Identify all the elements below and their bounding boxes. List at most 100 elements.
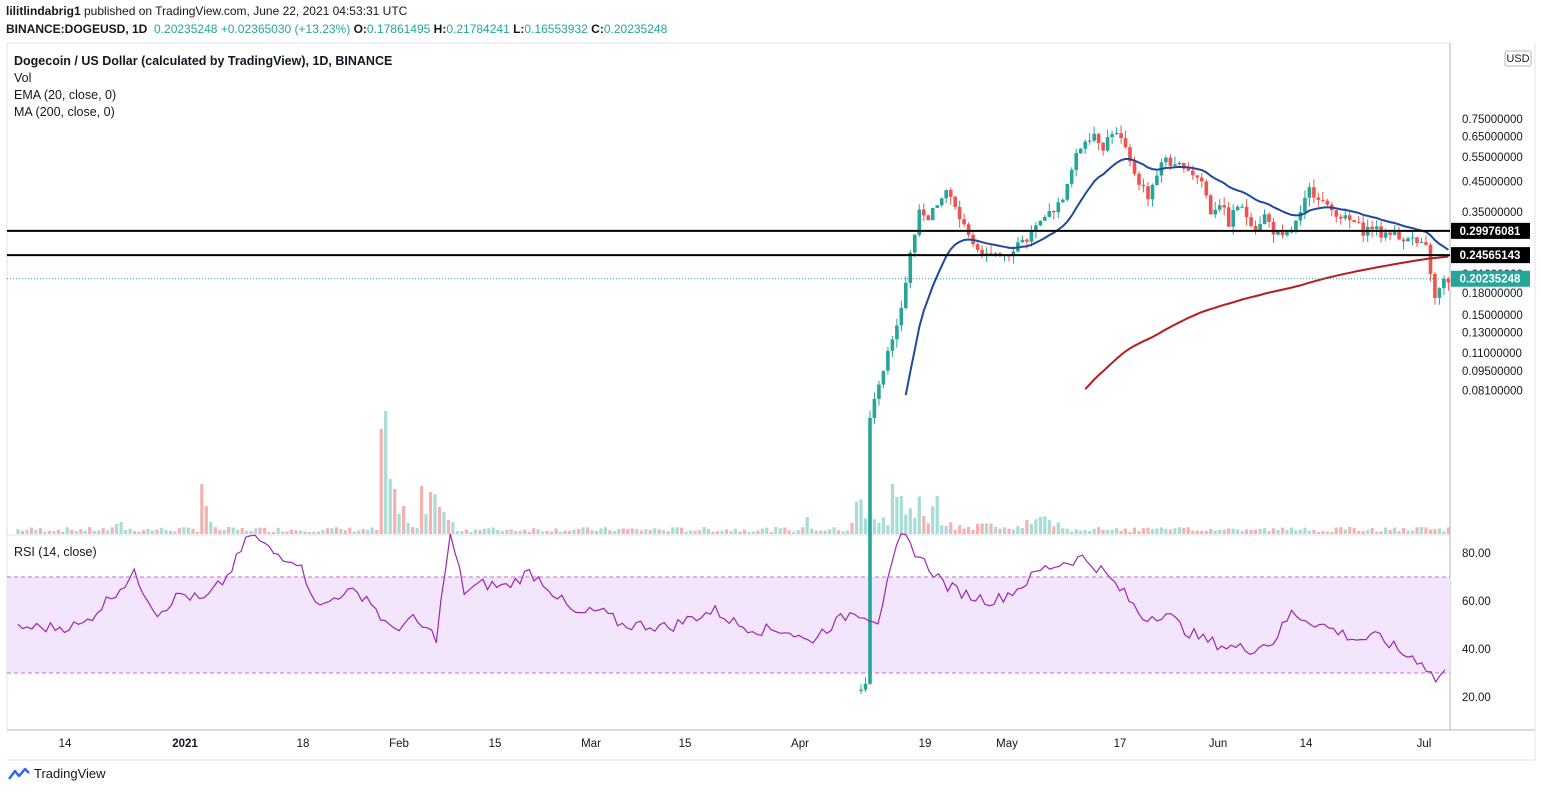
volume-bar — [518, 530, 522, 534]
low-value: 0.16553932 — [524, 22, 588, 36]
volume-bar — [1419, 527, 1424, 534]
volume-bar — [1271, 528, 1276, 534]
volume-bar — [630, 528, 634, 534]
volume-bar — [227, 527, 231, 534]
candle-body — [1155, 175, 1159, 185]
volume-bar — [222, 529, 226, 534]
volume-bar — [1289, 527, 1294, 534]
volume-bar — [1083, 530, 1087, 534]
candle-body — [1213, 209, 1217, 215]
volume-bar — [1267, 531, 1271, 534]
volume-bar — [1415, 527, 1419, 534]
volume-bar — [621, 528, 625, 534]
last-value: 0.20235248 — [154, 22, 218, 36]
volume-bar — [962, 528, 966, 534]
volume-bar — [464, 529, 468, 534]
volume-bar — [1442, 531, 1446, 534]
volume-bar — [473, 529, 477, 534]
candle-body — [1271, 221, 1276, 235]
volume-bar — [16, 529, 20, 534]
volume-bar — [209, 522, 213, 534]
volume-bar — [1110, 529, 1114, 534]
volume-bar — [576, 528, 581, 534]
volume-bar — [352, 531, 356, 534]
volume-bar — [420, 486, 424, 534]
volume-bar — [424, 514, 428, 534]
legend-ema[interactable]: EMA (20, close, 0) — [14, 88, 116, 102]
volume-bar — [366, 530, 370, 534]
volume-bar — [142, 529, 146, 534]
high-value: 0.21784241 — [446, 22, 510, 36]
time-tick-label: 17 — [1114, 738, 1127, 750]
volume-bar — [877, 522, 881, 534]
volume-bar — [1088, 530, 1092, 534]
candle-body — [1128, 147, 1132, 162]
volume-bar — [550, 531, 554, 534]
volume-bar — [949, 522, 953, 534]
volume-bar — [671, 527, 675, 534]
candle-body — [1312, 187, 1316, 198]
volume-bar — [74, 531, 78, 534]
volume-bar — [532, 528, 536, 534]
currency-badge[interactable]: USD — [1504, 50, 1532, 67]
volume-bar — [639, 530, 643, 534]
volume-bar — [1361, 531, 1365, 534]
volume-bar — [1029, 523, 1033, 534]
volume-bar — [662, 530, 666, 534]
volume-bar — [1316, 532, 1320, 534]
volume-bar — [715, 531, 720, 534]
volume-bar — [617, 528, 621, 534]
volume-bar — [133, 530, 137, 534]
candle-body — [935, 205, 939, 208]
candle-body — [1244, 206, 1249, 218]
legend-ma[interactable]: MA (200, close, 0) — [14, 105, 115, 119]
candle-body — [1141, 184, 1146, 187]
tradingview-logo[interactable]: TradingView — [8, 766, 106, 781]
volume-bar — [706, 528, 711, 534]
candle-body — [1038, 220, 1043, 226]
volume-bar — [437, 507, 442, 534]
candle-body — [1208, 195, 1213, 215]
volume-bar — [1370, 528, 1374, 534]
candle-body — [1137, 173, 1141, 185]
legend-rsi[interactable]: RSI (14, close) — [14, 545, 97, 559]
candle-body — [1056, 202, 1061, 213]
main-pane-frame — [6, 42, 1451, 536]
volume-bar — [984, 523, 989, 534]
svg-text:0.29976081: 0.29976081 — [1460, 226, 1521, 238]
volume-bar — [1141, 528, 1146, 534]
volume-bar — [527, 531, 531, 534]
tradingview-logo-icon — [8, 767, 30, 780]
volume-bar — [774, 527, 778, 534]
volume-bar — [204, 506, 208, 534]
volume-bar — [886, 525, 890, 534]
volume-bar — [810, 528, 814, 534]
volume-bar — [128, 528, 132, 534]
volume-bar — [1307, 530, 1311, 534]
candle-body — [863, 683, 868, 690]
candle-body — [1262, 214, 1267, 225]
candle-body — [1276, 231, 1280, 235]
time-tick-label: 19 — [919, 738, 932, 750]
candle-body — [1442, 278, 1446, 289]
volume-bar — [1101, 529, 1105, 534]
candle-body — [1146, 186, 1150, 200]
volume-bar — [1402, 527, 1406, 534]
candle-body — [859, 689, 863, 691]
volume-bar — [1348, 527, 1352, 534]
close-label: C: — [591, 22, 604, 36]
volume-bar — [541, 531, 545, 534]
price-tick-label: 0.09500000 — [1462, 366, 1523, 378]
legend-vol[interactable]: Vol — [14, 71, 31, 85]
volume-bar — [1204, 530, 1208, 534]
volume-bar — [626, 529, 630, 534]
candle-body — [962, 219, 966, 225]
time-tick-label: Mar — [581, 738, 601, 750]
volume-bar — [34, 529, 38, 534]
volume-bar — [1437, 528, 1441, 534]
last-price-label: 0.20235248 — [1451, 270, 1530, 287]
candle-body — [890, 339, 895, 351]
volume-bar — [1213, 530, 1217, 534]
candle-body — [1052, 211, 1056, 213]
